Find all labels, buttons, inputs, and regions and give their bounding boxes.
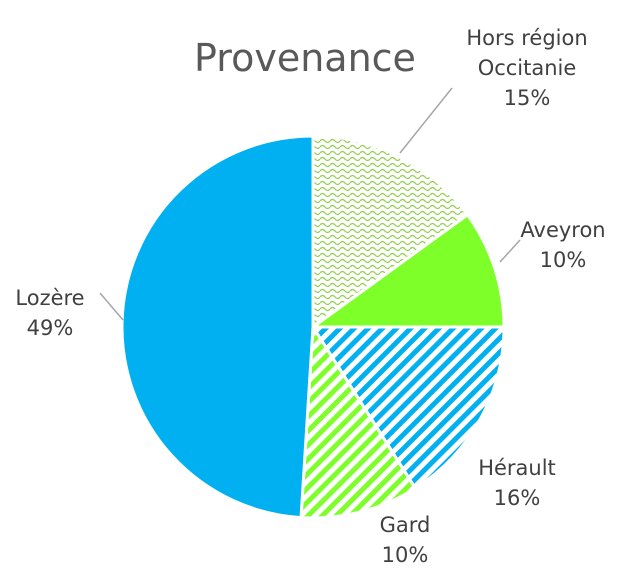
pie-slice xyxy=(299,322,418,520)
leader-line xyxy=(99,292,124,321)
category-label: Lozère xyxy=(15,286,85,310)
value-label: 15% xyxy=(503,86,551,110)
pie-slice xyxy=(120,134,315,520)
leader-line xyxy=(399,87,453,154)
leader-line xyxy=(499,239,521,263)
category-label: Aveyron xyxy=(520,218,606,242)
data-label: Gard 10% xyxy=(360,510,450,570)
value-label: 49% xyxy=(26,316,74,340)
pie-slice xyxy=(310,325,506,491)
value-label: 16% xyxy=(493,486,541,510)
category-label: Hors région Occitanie xyxy=(466,26,588,80)
value-label: 10% xyxy=(539,248,587,272)
data-label: Hors région Occitanie 15% xyxy=(452,23,602,113)
data-label: Aveyron 10% xyxy=(508,215,618,275)
pie-slice xyxy=(308,212,506,329)
category-label: Gard xyxy=(379,513,431,537)
chart-title: Provenance xyxy=(194,36,416,80)
value-label: 10% xyxy=(381,543,429,567)
category-label: Hérault xyxy=(478,456,556,480)
data-label: Hérault 16% xyxy=(462,453,572,513)
pie-slice xyxy=(311,134,470,330)
data-label: Lozère 49% xyxy=(5,283,95,343)
